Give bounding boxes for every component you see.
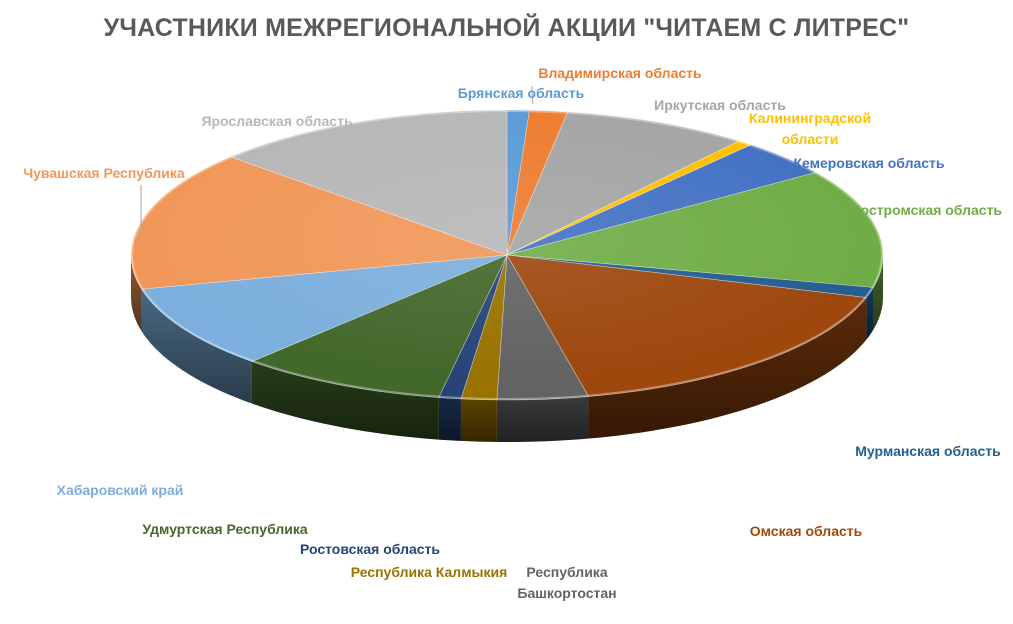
data-label-республика-башкортостан: Республика Башкортостан xyxy=(517,564,616,601)
data-label-калининградской-области: Калининградской области xyxy=(749,110,871,147)
data-label-владимирская-область: Владимирская область xyxy=(538,65,702,81)
data-label-иркутская-область: Иркутская область xyxy=(654,97,786,113)
data-label-брянская-область: Брянская область xyxy=(458,85,585,101)
data-label-мурманская-область: Мурманская область xyxy=(855,443,1001,459)
pie-top-highlight xyxy=(131,110,883,400)
pie-rim-highlight xyxy=(131,110,883,400)
slice-side-shade xyxy=(141,289,252,404)
slice-side-shade xyxy=(251,361,439,440)
data-label-удмуртская-республика: Удмуртская Республика xyxy=(142,521,308,537)
data-label-республика-калмыкия: Республика Калмыкия xyxy=(351,564,508,580)
data-label-костромская-область: Костромская область xyxy=(852,202,1002,218)
slice-side-shade xyxy=(460,398,497,442)
slice-side-shade xyxy=(866,287,874,340)
data-label-ростовская-область: Ростовская область xyxy=(300,541,440,557)
chart-title: УЧАСТНИКИ МЕЖРЕГИОНАЛЬНОЙ АКЦИИ "ЧИТАЕМ … xyxy=(103,14,910,42)
leader-line-vladimir xyxy=(531,86,534,105)
slice-side-shade xyxy=(588,297,867,439)
slice-side-shade xyxy=(496,396,589,442)
data-label-хабаровский-край: Хабаровский край xyxy=(57,482,184,498)
data-label-кемеровская-область: Кемеровская область xyxy=(793,155,944,171)
data-label-ярославская-область: Ярославская область xyxy=(201,113,353,129)
slice-side-shade xyxy=(131,255,142,332)
data-label-чувашская-республика: Чувашская Республика xyxy=(23,165,185,181)
data-label-омская-область: Омская область xyxy=(750,523,863,539)
slice-side-shade xyxy=(438,397,461,441)
slice-side-shade xyxy=(873,255,883,330)
